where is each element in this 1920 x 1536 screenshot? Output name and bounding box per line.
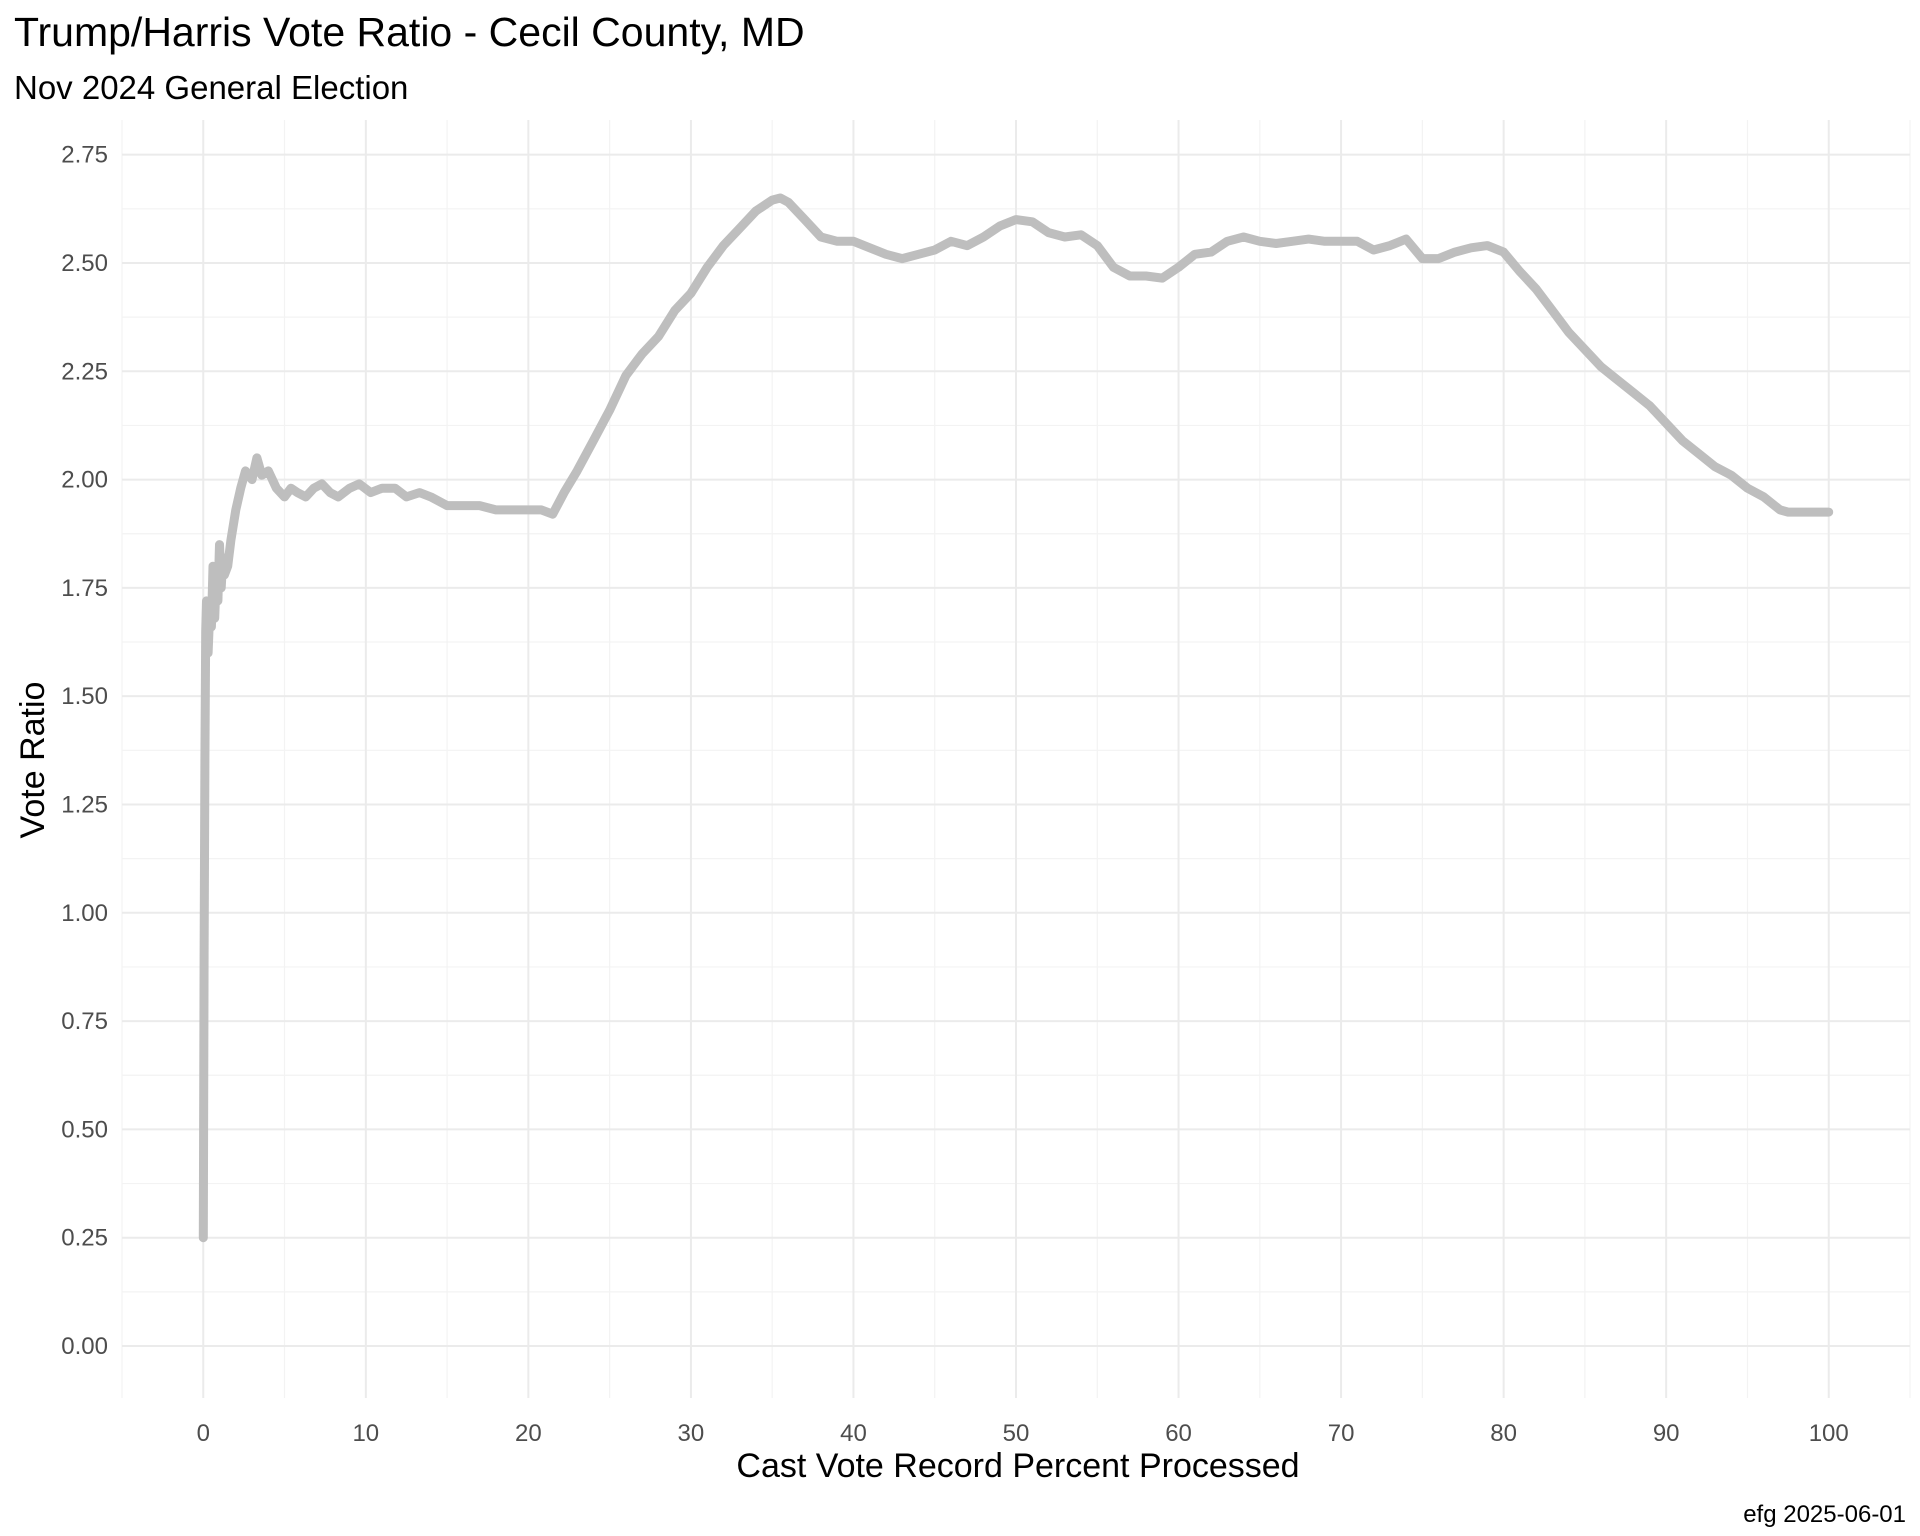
y-tick-label: 2.25 [61, 358, 108, 385]
x-tick-label: 40 [840, 1420, 867, 1447]
y-tick-label: 1.00 [61, 900, 108, 927]
x-tick-label: 10 [352, 1420, 379, 1447]
x-axis-label: Cast Vote Record Percent Processed [736, 1447, 1299, 1485]
x-tick-label: 0 [197, 1420, 210, 1447]
x-tick-label: 80 [1490, 1420, 1517, 1447]
chart-caption: efg 2025-06-01 [1743, 1501, 1906, 1528]
y-tick-label: 0.00 [61, 1333, 108, 1360]
y-tick-label: 2.00 [61, 467, 108, 494]
y-tick-label: 2.50 [61, 250, 108, 277]
y-axis-label: Vote Ratio [14, 682, 52, 839]
y-tick-label: 0.25 [61, 1225, 108, 1252]
chart-subtitle: Nov 2024 General Election [14, 69, 408, 106]
x-tick-label: 100 [1809, 1420, 1849, 1447]
x-tick-label: 30 [678, 1420, 705, 1447]
vote-ratio-series-line [198, 193, 1834, 1243]
y-tick-label: 2.75 [61, 142, 108, 169]
y-tick-label: 1.25 [61, 791, 108, 818]
major-gridlines [122, 120, 1910, 1398]
chart-title: Trump/Harris Vote Ratio - Cecil County, … [14, 9, 805, 55]
x-tick-label: 90 [1653, 1420, 1680, 1447]
y-axis-tick-labels: 0.00 0.25 0.50 0.75 1.00 1.25 1.50 1.75 2.00 2.25… [61, 142, 108, 1360]
y-tick-label: 0.50 [61, 1116, 108, 1143]
x-tick-label: 50 [1003, 1420, 1030, 1447]
x-tick-label: 60 [1165, 1420, 1192, 1447]
y-tick-label: 0.75 [61, 1008, 108, 1035]
y-tick-label: 1.75 [61, 575, 108, 602]
x-tick-label: 20 [515, 1420, 542, 1447]
series-layer [198, 193, 1834, 1243]
x-tick-label: 70 [1328, 1420, 1355, 1447]
y-tick-label: 1.50 [61, 683, 108, 710]
x-axis-tick-labels: 0 10 20 30 40 50 60 70 80 90 100 [197, 1420, 1849, 1447]
